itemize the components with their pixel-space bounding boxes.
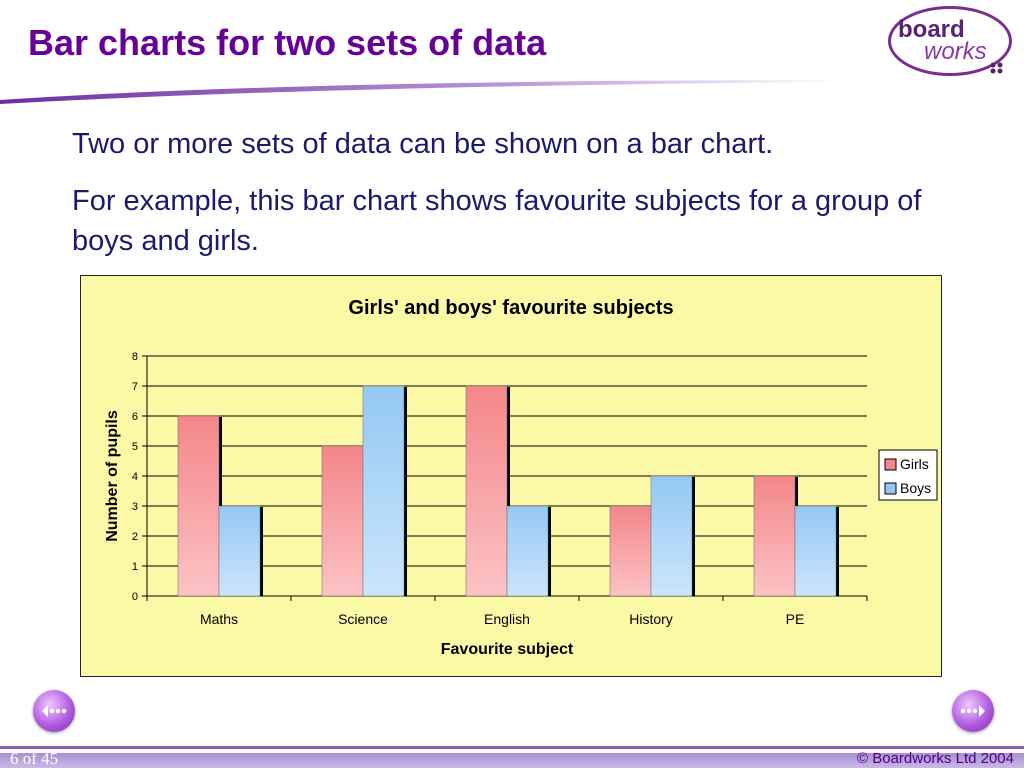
previous-slide-button[interactable] bbox=[33, 690, 75, 732]
y-tick-label: 1 bbox=[132, 561, 138, 573]
y-axis-title: Number of pupils bbox=[104, 410, 121, 542]
legend-label-boys: Boys bbox=[900, 480, 931, 496]
legend-label-girls: Girls bbox=[900, 456, 929, 472]
y-tick-label: 5 bbox=[132, 441, 138, 453]
bar-girls-english bbox=[465, 385, 508, 597]
copyright-notice: © Boardworks Ltd 2004 bbox=[857, 750, 1014, 767]
bar-boys-maths bbox=[218, 505, 261, 597]
slide-title: Bar charts for two sets of data bbox=[28, 22, 547, 63]
y-tick-label: 8 bbox=[132, 351, 138, 363]
x-tick-label: History bbox=[629, 611, 673, 627]
y-tick-label: 6 bbox=[132, 411, 138, 423]
title-underline bbox=[0, 80, 840, 104]
x-tick-label: Science bbox=[338, 611, 388, 627]
boardworks-logo: board works bbox=[888, 6, 1016, 82]
bar-girls-pe bbox=[753, 475, 796, 597]
page-number: 6 of 45 bbox=[10, 749, 59, 768]
bar-boys-science bbox=[362, 385, 405, 597]
bar-boys-pe bbox=[794, 505, 837, 597]
ellipsis-right-arrow-icon bbox=[960, 705, 985, 717]
x-tick-label: PE bbox=[786, 611, 805, 627]
y-tick-label: 0 bbox=[132, 591, 138, 603]
logo-word-board: board bbox=[898, 16, 965, 43]
legend-swatch-boys bbox=[884, 482, 897, 495]
x-axis-title: Favourite subject bbox=[441, 641, 574, 658]
bar-girls-history bbox=[609, 505, 652, 597]
next-slide-button[interactable] bbox=[952, 690, 994, 732]
y-tick-label: 4 bbox=[132, 471, 138, 483]
chart-frame: Girls' and boys' favourite subjects 0 1 2 3 4… bbox=[80, 275, 942, 677]
footer-bar bbox=[0, 746, 1024, 768]
bar-boys-history bbox=[650, 475, 693, 597]
x-tick-label: English bbox=[484, 611, 530, 627]
bar-chart: Girls' and boys' favourite subjects 0 1 2 3 4… bbox=[104, 297, 938, 658]
bar-girls-science bbox=[321, 445, 364, 597]
example-paragraph: For example, this bar chart shows favour… bbox=[72, 185, 922, 257]
logo-oval bbox=[888, 6, 1012, 76]
intro-paragraph: Two or more sets of data can be shown on… bbox=[72, 128, 774, 160]
chart-title: Girls' and boys' favourite subjects bbox=[348, 297, 673, 319]
logo-dots-icon bbox=[990, 62, 1003, 74]
bar-boys-english bbox=[506, 505, 549, 597]
logo-word-works: works bbox=[924, 38, 987, 65]
ellipsis-left-arrow-icon bbox=[42, 705, 67, 717]
x-tick-label: Maths bbox=[200, 611, 238, 627]
bar-girls-maths bbox=[177, 415, 220, 597]
legend-swatch-girls bbox=[884, 458, 897, 471]
y-tick-label: 7 bbox=[132, 381, 138, 393]
y-tick-label: 3 bbox=[132, 501, 138, 513]
y-tick-label: 2 bbox=[132, 531, 138, 543]
